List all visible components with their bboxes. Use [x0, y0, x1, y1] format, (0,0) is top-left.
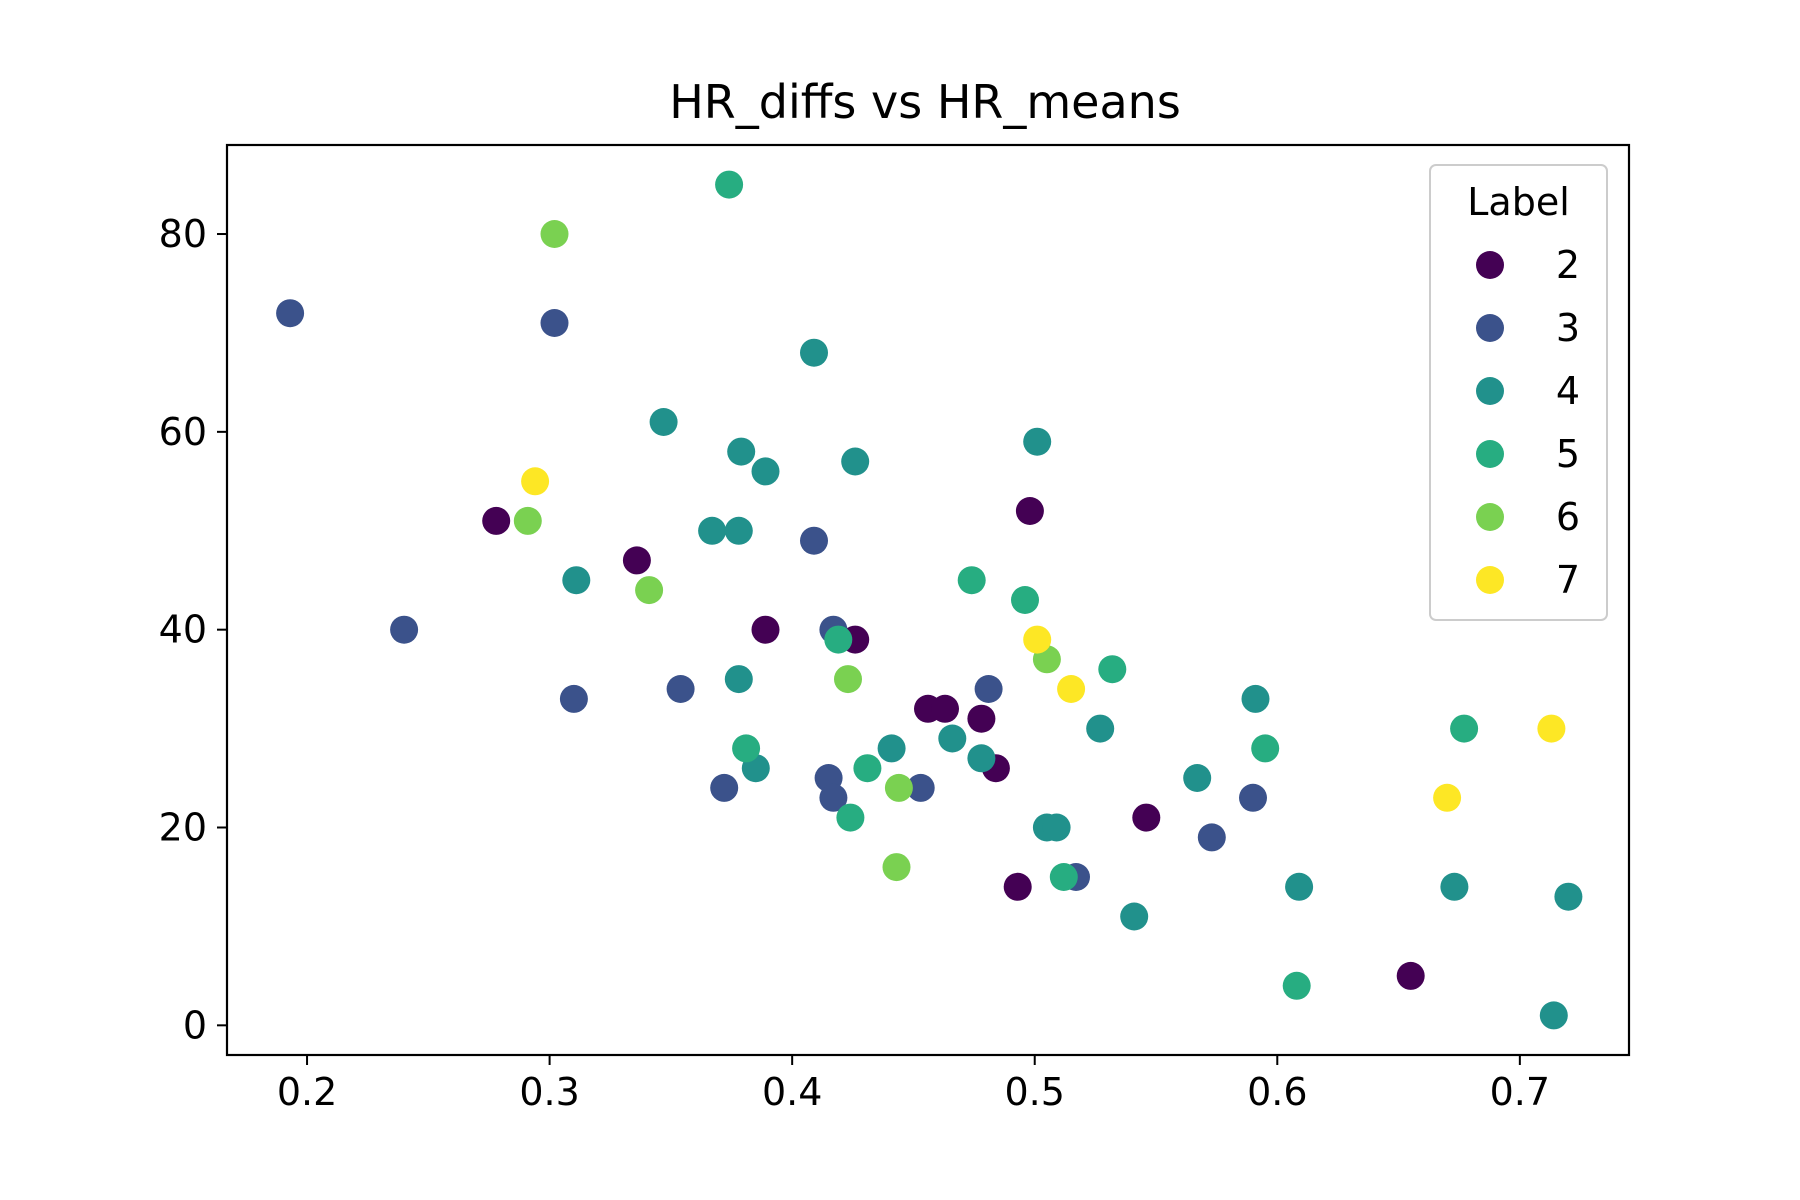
chart-title: HR_diffs vs HR_means [669, 75, 1181, 129]
scatter-point-label-4-16 [1086, 714, 1115, 743]
scatter-point-label-3-2 [540, 309, 569, 337]
legend-marker-3 [1476, 314, 1504, 342]
scatter-point-label-6-1 [540, 220, 569, 248]
scatter-point-label-5-2 [824, 625, 853, 654]
scatter-point-label-2-9 [1003, 872, 1032, 901]
scatter-point-label-2-10 [1132, 803, 1161, 832]
scatter-point-label-6-3 [834, 665, 862, 694]
scatter-point-label-4-10 [877, 734, 906, 763]
scatter-point-label-5-6 [1011, 586, 1039, 614]
plot-area [276, 170, 1583, 1030]
scatter-point-label-5-1 [732, 734, 761, 763]
x-tick-label: 0.5 [1005, 1070, 1065, 1114]
scatter-point-label-4-12 [967, 744, 996, 773]
scatter-point-label-3-4 [666, 675, 695, 703]
scatter-point-label-4-23 [1554, 882, 1583, 911]
legend-label-2: 2 [1556, 243, 1580, 287]
scatter-point-label-4-21 [1440, 872, 1469, 901]
scatter-point-label-4-17 [1120, 902, 1149, 931]
scatter-point-label-4-5 [727, 437, 756, 466]
scatter-point-label-4-22 [1539, 1001, 1568, 1030]
x-tick-label: 0.3 [519, 1070, 579, 1114]
y-tick-label: 80 [159, 212, 207, 256]
scatter-point-label-4-7 [751, 457, 780, 486]
legend: Label 2 3 4 5 6 7 [1429, 164, 1608, 621]
scatter-point-label-5-5 [957, 566, 986, 595]
scatter-point-label-5-4 [853, 754, 882, 783]
scatter-point-label-4-0 [562, 566, 591, 595]
x-tick-label: 0.2 [277, 1070, 337, 1114]
scatter-point-label-4-15 [1042, 813, 1071, 842]
legend-box [1429, 164, 1608, 621]
legend-label-3: 3 [1556, 306, 1580, 350]
y-tick-label: 40 [159, 608, 207, 652]
scatter-point-label-3-14 [1239, 783, 1267, 812]
scatter-point-label-3-13 [1197, 823, 1226, 852]
scatter-point-label-7-2 [1057, 675, 1086, 703]
scatter-point-label-4-18 [1183, 764, 1212, 792]
scatter-point-label-2-1 [622, 546, 651, 575]
scatter-point-label-4-11 [938, 724, 967, 753]
legend-title: Label [1467, 180, 1570, 224]
scatter-point-label-6-0 [513, 506, 542, 535]
scatter-point-label-3-11 [974, 675, 1003, 703]
scatter-point-label-5-9 [1251, 734, 1280, 763]
scatter-point-label-3-1 [390, 615, 419, 644]
x-tick-label: 0.6 [1247, 1070, 1307, 1114]
scatter-point-label-5-11 [1450, 714, 1479, 743]
scatter-point-label-4-1 [649, 408, 678, 436]
scatter-point-label-4-19 [1241, 684, 1270, 713]
scatter-point-label-4-20 [1285, 872, 1314, 901]
legend-label-7: 7 [1556, 558, 1580, 602]
legend-label-4: 4 [1556, 369, 1580, 413]
scatter-point-label-6-2 [635, 576, 664, 605]
x-tick-label: 0.4 [762, 1070, 822, 1114]
scatter-point-label-2-0 [482, 506, 511, 535]
scatter-point-label-3-0 [276, 299, 305, 328]
legend-marker-2 [1476, 251, 1504, 279]
y-tick-label: 60 [159, 410, 207, 454]
legend-marker-6 [1476, 503, 1504, 531]
scatter-point-label-2-8 [1015, 497, 1044, 525]
legend-marker-4 [1476, 377, 1504, 405]
scatter-point-label-6-4 [882, 853, 911, 882]
scatter-point-label-4-13 [1023, 427, 1052, 456]
scatter-point-label-3-9 [819, 783, 848, 812]
legend-marker-7 [1476, 566, 1504, 594]
scatter-point-label-2-5 [931, 694, 959, 723]
scatter-point-label-2-11 [1396, 961, 1425, 990]
axes-frame [225, 143, 1631, 1057]
legend-marker-5 [1476, 440, 1504, 468]
x-tick-label: 0.7 [1490, 1070, 1550, 1114]
scatter-point-label-4-9 [841, 447, 870, 476]
legend-label-6: 6 [1556, 495, 1580, 539]
scatter-point-label-4-2 [698, 516, 727, 545]
scatter-point-label-7-0 [521, 467, 550, 496]
axes: 0.2 0.3 0.4 0.5 0.6 0.7 0 20 40 60 80 [159, 143, 1631, 1114]
y-tick-label: 0 [183, 1003, 207, 1047]
scatter-point-label-5-0 [715, 170, 744, 199]
scatter-point-label-2-2 [751, 615, 780, 644]
scatter-point-label-3-6 [800, 526, 828, 555]
scatter-point-label-3-3 [559, 684, 588, 713]
scatter-point-label-5-8 [1098, 655, 1127, 684]
legend-label-5: 5 [1556, 432, 1580, 476]
scatter-point-label-6-5 [884, 773, 913, 802]
scatter-point-label-5-10 [1282, 971, 1311, 1000]
scatter-point-label-7-4 [1537, 714, 1566, 743]
scatter-point-label-4-4 [724, 665, 753, 694]
scatter-point-label-3-5 [710, 773, 739, 802]
scatter-point-label-7-1 [1023, 625, 1052, 654]
scatter-point-label-4-3 [724, 516, 753, 545]
scatter-point-label-4-8 [800, 338, 828, 367]
scatter-point-label-7-3 [1433, 783, 1462, 812]
scatter-point-label-3-10 [906, 773, 935, 802]
y-tick-label: 20 [159, 806, 207, 850]
scatter-point-label-5-3 [836, 803, 865, 832]
scatter-point-label-5-7 [1049, 863, 1078, 891]
scatter-point-label-2-6 [967, 704, 996, 733]
